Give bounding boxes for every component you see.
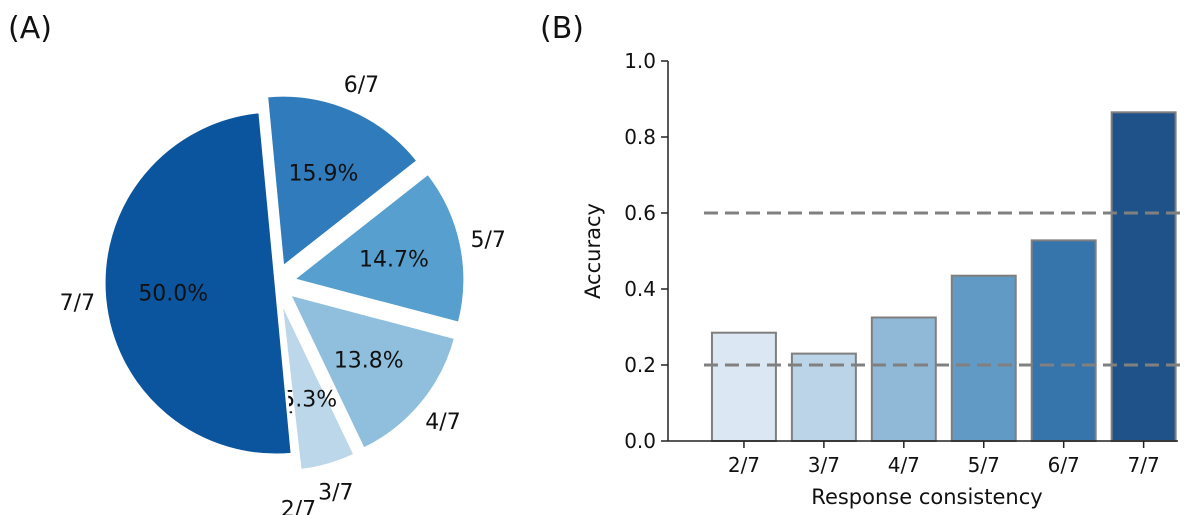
y-tick-label: 0.4 [624, 277, 656, 301]
y-tick-label: 0.0 [624, 429, 656, 453]
x-tick-label: 7/7 [1128, 453, 1160, 477]
pie-category-label: 3/7 [318, 480, 353, 505]
pie-pct-label: 13.8% [334, 349, 404, 374]
bar-2-7 [710, 331, 777, 443]
bar-3-7 [790, 352, 857, 443]
pie-category-label: 4/7 [425, 410, 460, 435]
bar-6-7 [1030, 239, 1097, 442]
pie-pct-label: 5.3% [281, 388, 337, 413]
x-tick-label: 4/7 [888, 453, 920, 477]
pie-slice-5-7 [291, 171, 467, 325]
panel-b-label: (B) [540, 11, 584, 46]
panel-a-label: (A) [8, 11, 52, 46]
x-tick-label: 3/7 [808, 453, 840, 477]
pie-category-label: 5/7 [471, 228, 506, 253]
y-tick-label: 0.8 [624, 125, 656, 149]
y-tick-label: 0.6 [624, 201, 656, 225]
x-tick-label: 6/7 [1048, 453, 1080, 477]
bar-4-7 [870, 316, 937, 442]
pie-category-label: 7/7 [60, 291, 95, 316]
pie-category-label: 2/7 [281, 498, 316, 515]
pie-slice-6-7 [265, 93, 420, 269]
pie-pct-label: 14.7% [359, 248, 429, 273]
bar-5-7 [950, 274, 1017, 443]
pie-pct-label: 50.0% [138, 282, 208, 307]
y-tick-label: 0.2 [624, 353, 656, 377]
bar-7-7 [1110, 111, 1177, 443]
pie-category-label: 6/7 [344, 73, 379, 98]
y-axis-title: Accuracy [581, 203, 605, 299]
x-axis-title: Response consistency [811, 485, 1042, 509]
pie-slice-4-7 [287, 292, 458, 451]
pie-slice-7-7 [102, 110, 294, 457]
pie-pct-label: 15.9% [289, 161, 359, 186]
x-tick-label: 2/7 [728, 453, 760, 477]
pie-chart: 0.3%2/75.3%3/713.8%4/714.7%5/715.9%6/750… [60, 73, 506, 515]
pie-slice-3-7 [279, 298, 357, 472]
x-tick-label: 5/7 [968, 453, 1000, 477]
y-tick-label: 1.0 [624, 49, 656, 73]
bar-chart: 2/7 3/7 4/7 5/7 6/7 7/7 0.0 0.2 0.4 0.6 0.8 1.0 Resp… [581, 49, 1184, 509]
